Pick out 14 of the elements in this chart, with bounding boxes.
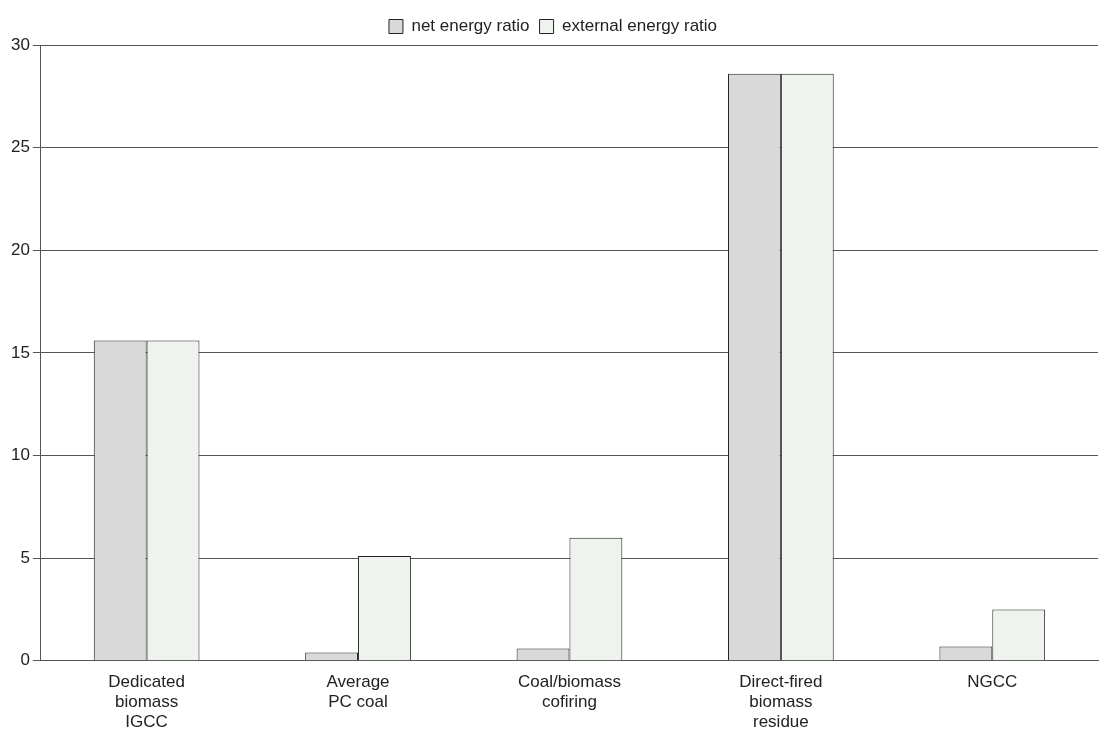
x-tick-label: Average PC coal [326,671,390,712]
x-tick-label: NGCC [967,671,1018,691]
x-tick-label: Dedicated biomass IGCC [108,671,185,732]
y-tick-label: 0 [20,650,30,670]
legend-label: external energy ratio [562,16,718,36]
x-tick-label: Direct-fired biomass residue [739,671,823,732]
y-tick-label: 30 [10,34,30,54]
y-tick-label: 10 [10,445,30,465]
y-tick-label: 5 [20,547,30,567]
x-tick-label: Coal/biomass cofiring [517,671,621,712]
legend-label: net energy ratio [411,16,530,36]
y-tick-label: 15 [10,342,30,362]
y-tick-label: 25 [10,137,30,157]
y-tick-label: 20 [10,239,30,259]
